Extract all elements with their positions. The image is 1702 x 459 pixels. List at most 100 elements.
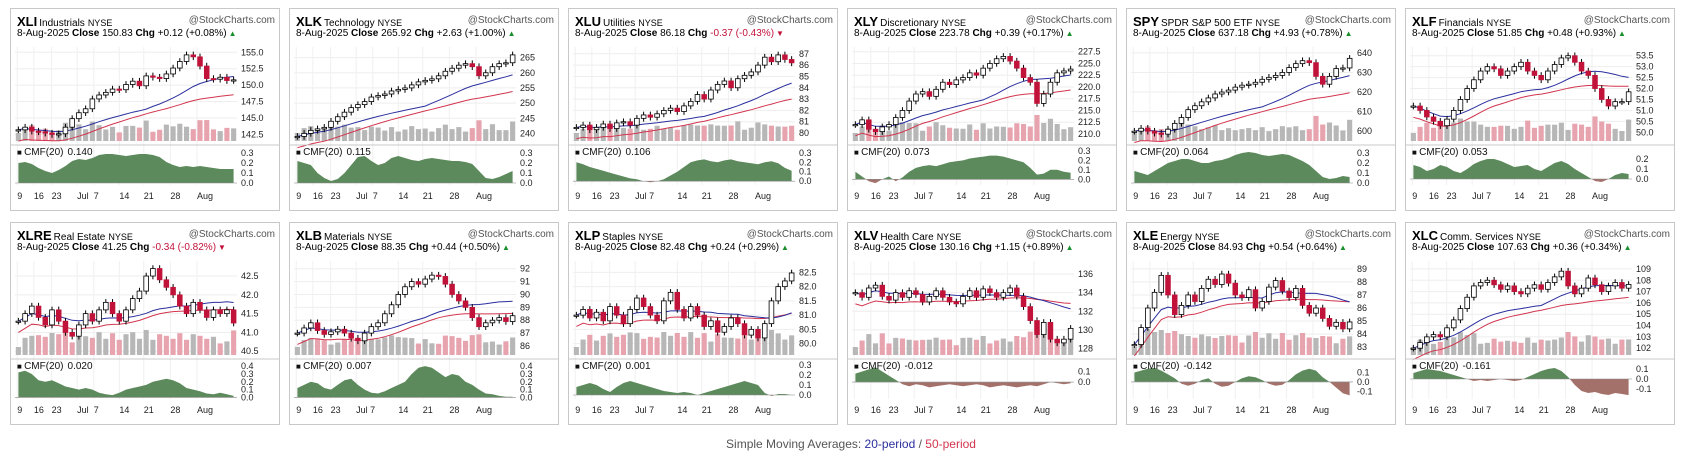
volume-bar <box>1347 119 1353 141</box>
candle-body <box>993 292 1000 298</box>
volume-bar <box>661 332 667 355</box>
volume-bar <box>1246 335 1252 355</box>
volume-bar <box>762 332 768 355</box>
indicator-icon: ■ <box>1133 362 1140 371</box>
volume-bar <box>489 124 496 141</box>
x-tick-label: 21 <box>144 405 154 415</box>
candle-body <box>1178 304 1185 315</box>
candle-body <box>103 91 109 96</box>
close-label: Close <box>72 242 100 253</box>
volume-bar <box>503 341 509 355</box>
quote-date: 8-Aug-2025 <box>575 28 628 39</box>
volume-bar <box>489 341 496 355</box>
candle-body <box>402 87 408 90</box>
x-tick-label: Aug <box>1034 405 1050 415</box>
candle-body <box>496 63 502 68</box>
volume-bar <box>1340 338 1346 355</box>
volume-bar <box>69 342 75 355</box>
candle-body <box>489 319 496 324</box>
volume-bar <box>1185 336 1191 355</box>
volume-bar <box>1293 126 1299 141</box>
x-tick-label: Aug <box>755 405 771 415</box>
volume-bar <box>362 339 368 355</box>
candle-body <box>1477 282 1484 287</box>
candle-body <box>69 332 75 337</box>
candle-body <box>1340 67 1346 70</box>
volume-bar <box>69 123 75 141</box>
source-watermark: @StockCharts.com <box>1583 229 1670 240</box>
volume-bar <box>190 334 196 355</box>
x-tick-label: 16 <box>592 405 602 415</box>
sector-name: Health Care <box>880 232 934 243</box>
x-tick-label: Aug <box>197 405 213 415</box>
candle-body <box>714 320 721 333</box>
chart-panel-xlb[interactable]: XLB Materials NYSE @StockCharts.com 8-Aug-20… <box>289 222 559 425</box>
volume-bar <box>940 125 946 141</box>
candle-body <box>1565 55 1571 59</box>
down-triangle-icon: ▼ <box>218 243 226 252</box>
candle-body <box>1313 307 1319 314</box>
chart-panel-xlv[interactable]: XLV Health Care NYSE @StockCharts.com 8-Aug-… <box>847 222 1117 425</box>
candle-body <box>109 88 116 93</box>
x-tick-label: 23 <box>610 405 620 415</box>
ticker-symbol: XLY <box>854 14 879 29</box>
candle-body <box>768 56 775 63</box>
candle-body <box>1027 77 1034 83</box>
x-tick-label: 14 <box>1514 405 1524 415</box>
sector-name: Discretionary <box>880 18 939 29</box>
candle-body <box>1471 79 1477 89</box>
cmf-tick-label: 0.0 <box>520 178 533 188</box>
candle-body <box>613 122 620 129</box>
cmf-tick-label: 0.1 <box>1078 165 1091 175</box>
exchange-label: NYSE <box>367 232 393 242</box>
chart-panel-xlf[interactable]: XLF Financials NYSE @StockCharts.com 8-Aug-2… <box>1405 8 1675 211</box>
volume-bar <box>210 336 217 355</box>
chart-panel-xlu[interactable]: XLU Utilities NYSE @StockCharts.com 8-Aug-20… <box>568 8 838 211</box>
chart-panel-xle[interactable]: XLE Energy NYSE @StockCharts.com 8-Aug-2025 … <box>1126 222 1396 425</box>
candle-body <box>1605 99 1612 107</box>
x-tick-label: 14 <box>677 405 687 415</box>
volume-bar <box>123 125 129 141</box>
x-tick-label: Aug <box>1313 405 1329 415</box>
chart-panel-xly[interactable]: XLY Discretionary NYSE @StockCharts.com 8-Au… <box>847 8 1117 211</box>
candle-body <box>116 313 123 322</box>
candle-body <box>301 327 307 334</box>
candle-body <box>859 292 865 298</box>
x-tick-label: 9 <box>1412 191 1417 201</box>
close-label: Close <box>351 28 379 39</box>
volume-bar <box>1138 128 1144 141</box>
volume-bar <box>1293 335 1299 355</box>
price-tick-label: 53.5 <box>1636 51 1654 61</box>
volume-bar <box>503 130 509 141</box>
volume-bar <box>1558 122 1564 141</box>
chart-panel-xlc[interactable]: XLC Comm. Services NYSE @StockCharts.com 8-A… <box>1405 222 1675 425</box>
volume-bar <box>1326 336 1333 355</box>
candle-body <box>217 76 223 80</box>
cmf-tick-label: 0.3 <box>241 148 254 158</box>
candle-body <box>993 58 1000 64</box>
chart-panel-spy[interactable]: SPY SPDR S&P 500 ETF NYSE @StockCharts.com 8… <box>1126 8 1396 211</box>
chart-panel-xlre[interactable]: XLRE Real Estate NYSE @StockCharts.com 8-Aug… <box>10 222 280 425</box>
x-tick-label: 9 <box>296 405 301 415</box>
volume-bar <box>1054 124 1060 141</box>
quote-line: 8-Aug-2025 Close 150.83 Chg +0.12 (+0.08… <box>17 28 237 39</box>
candle-body <box>1518 291 1524 295</box>
candle-body <box>892 117 899 125</box>
x-tick-label: 9 <box>17 191 22 201</box>
volume-bar <box>204 120 210 141</box>
chart-header: XLV Health Care NYSE @StockCharts.com 8-Aug-… <box>854 227 1112 257</box>
chart-header: XLI Industrials NYSE @StockCharts.com 8-Aug-… <box>17 13 275 43</box>
price-tick-label: 91 <box>520 277 530 287</box>
change-label: Chg <box>1530 242 1550 253</box>
candle-body <box>1518 61 1524 68</box>
price-tick-label: 52.5 <box>1636 73 1654 83</box>
chart-panel-xli[interactable]: XLI Industrials NYSE @StockCharts.com 8-Aug-… <box>10 8 280 211</box>
volume-bar <box>886 343 892 355</box>
source-watermark: @StockCharts.com <box>1304 15 1391 26</box>
candle-body <box>735 317 741 325</box>
chart-panel-xlk[interactable]: XLK Technology NYSE @StockCharts.com 8-Aug-2… <box>289 8 559 211</box>
chart-panel-xlp[interactable]: XLP Staples NYSE @StockCharts.com 8-Aug-2025… <box>568 222 838 425</box>
candle-body <box>395 294 402 306</box>
price-tick-label: 81.5 <box>799 296 817 306</box>
cmf-tick-label: 0.3 <box>1357 148 1370 158</box>
